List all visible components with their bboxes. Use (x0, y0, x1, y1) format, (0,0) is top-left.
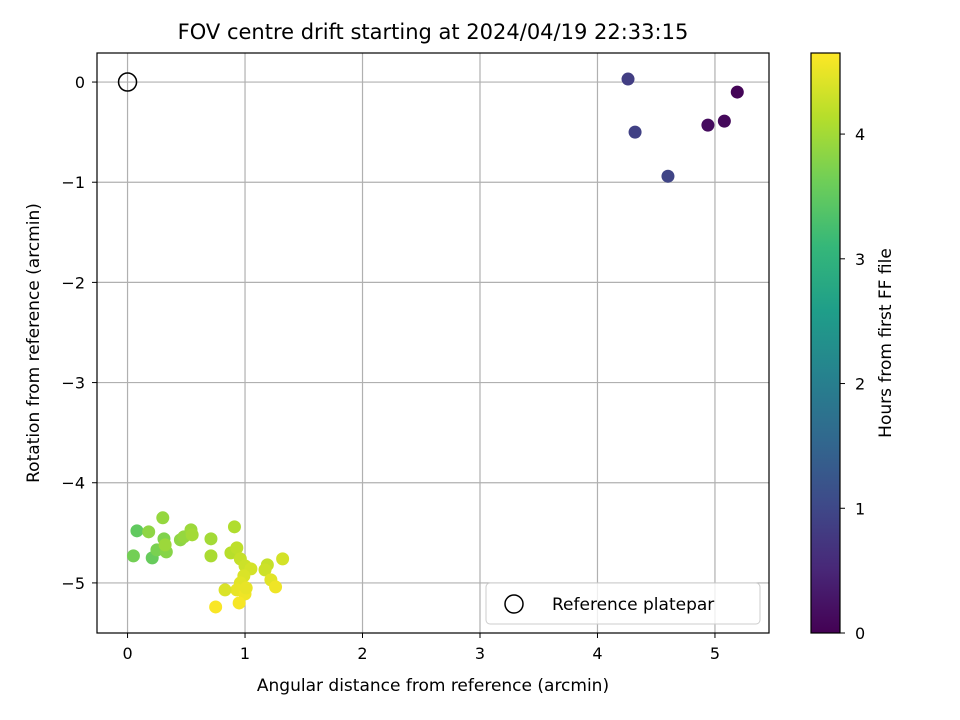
data-point (230, 541, 244, 555)
colorbar-tick-label: 0 (855, 624, 865, 643)
legend: Reference platepar (485, 582, 761, 625)
x-tick-label: 5 (710, 644, 720, 663)
colorbar-ticks: 0 1 2 3 4 (840, 125, 865, 643)
colorbar: 0 1 2 3 4 Hours from first FF file (810, 52, 896, 643)
data-point (621, 72, 635, 86)
chart-title: FOV centre drift starting at 2024/04/19 … (178, 20, 689, 44)
x-tick-label: 3 (475, 644, 485, 663)
x-axis: 0 1 2 3 4 5 (122, 633, 720, 663)
y-tick-label: −1 (61, 173, 85, 192)
legend-box (485, 582, 761, 625)
reference-platepar-marker (117, 72, 138, 92)
y-tick-label: 0 (75, 73, 85, 92)
data-points (126, 72, 744, 614)
data-point (204, 532, 218, 546)
data-point (258, 563, 272, 577)
data-point (717, 114, 731, 128)
y-axis-label: Rotation from reference (arcmin) (24, 203, 44, 483)
data-point (185, 528, 199, 542)
y-axis: 0 −1 −2 −3 −4 −5 (61, 73, 97, 593)
y-tick-label: −3 (61, 374, 85, 393)
plot-area-frame (96, 52, 770, 634)
data-point (142, 525, 156, 539)
data-point (239, 581, 253, 595)
legend-marker-reference (504, 594, 524, 614)
x-axis-label: Angular distance from reference (arcmin) (257, 676, 609, 696)
data-point (126, 549, 140, 563)
x-tick-label: 1 (240, 644, 250, 663)
data-point (701, 118, 715, 132)
colorbar-tick-label: 4 (855, 125, 865, 144)
data-point (218, 583, 232, 597)
data-point (204, 549, 218, 563)
x-tick-label: 0 (122, 644, 132, 663)
data-point (232, 596, 246, 610)
grid (97, 53, 769, 633)
y-tick-label: −2 (61, 273, 85, 292)
data-point (209, 600, 223, 614)
colorbar-frame (810, 52, 841, 634)
data-point (130, 524, 144, 538)
y-tick-label: −5 (61, 574, 85, 593)
colorbar-tick-label: 2 (855, 375, 865, 394)
y-tick-label: −4 (61, 474, 85, 493)
x-tick-label: 2 (357, 644, 367, 663)
data-point (730, 85, 744, 99)
data-point (158, 538, 172, 552)
data-point (227, 520, 241, 534)
x-tick-label: 4 (592, 644, 602, 663)
data-point (269, 580, 283, 594)
data-point (276, 552, 290, 566)
data-point (628, 125, 642, 139)
legend-label-reference: Reference platepar (552, 595, 714, 615)
data-point (661, 169, 675, 183)
colorbar-label: Hours from first FF file (876, 248, 896, 438)
colorbar-tick-label: 1 (855, 499, 865, 518)
data-point (156, 511, 170, 525)
colorbar-tick-label: 3 (855, 250, 865, 269)
colorbar-gradient (811, 53, 840, 633)
